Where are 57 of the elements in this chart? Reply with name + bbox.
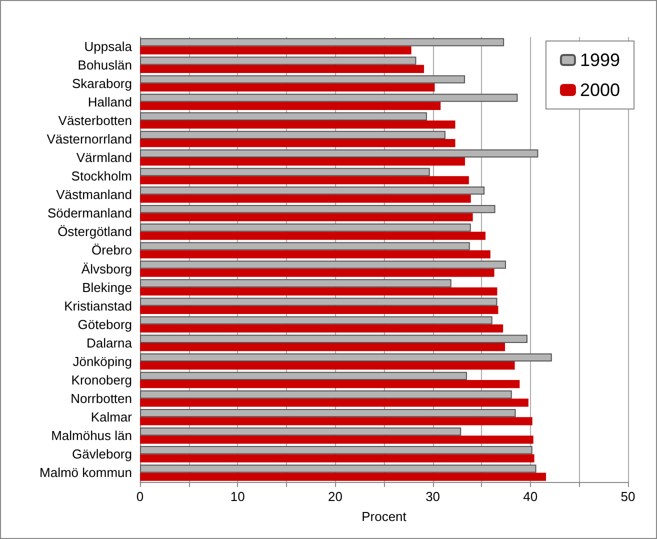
legend-label: 2000 [580, 80, 620, 100]
y-tick-label: Uppsala [84, 38, 133, 54]
y-tick-label: Malmö kommun [40, 465, 132, 480]
y-tick-label: Stockholm [71, 168, 132, 184]
bar [140, 436, 534, 444]
bar [140, 398, 528, 407]
bar [140, 64, 424, 73]
bar [140, 158, 466, 166]
y-tick-label: Örebro [92, 242, 132, 258]
y-tick-label: Kristianstad [64, 298, 132, 314]
y-tick-label: Dalarna [86, 335, 133, 350]
bar [140, 213, 473, 222]
y-tick-label: Gävleborg [72, 446, 132, 462]
y-tick-label: Jönköping [72, 354, 132, 369]
bar [140, 361, 515, 370]
bar [140, 120, 456, 129]
bar [140, 176, 469, 184]
bar [140, 324, 504, 333]
bar [140, 417, 532, 426]
y-tick-label: Södermanland [47, 206, 132, 221]
y-tick-label: Malmöhus län [51, 428, 132, 444]
y-tick-label: Västerbotten [58, 112, 132, 128]
bar [140, 380, 520, 388]
y-tick-label: Västernorrland [46, 131, 132, 146]
bar [140, 342, 506, 352]
x-tick-label: 30 [426, 489, 440, 504]
bar [140, 83, 435, 92]
bar [140, 287, 498, 296]
bar [140, 306, 498, 314]
y-tick-label: Blekinge [82, 280, 132, 295]
y-tick-label: Göteborg [78, 316, 132, 332]
x-tick-label: 20 [328, 489, 342, 504]
y-tick-label: Östergötland [58, 224, 132, 240]
y-tick-label: Bohuslän [78, 57, 132, 72]
y-tick-label: Norrbotten [70, 391, 132, 406]
bar [140, 268, 494, 277]
bar [140, 194, 471, 203]
bar [140, 46, 412, 54]
bar [140, 102, 441, 110]
y-tick-label: Halland [88, 94, 132, 110]
x-tick-label: 0 [136, 489, 144, 504]
bar [140, 250, 490, 258]
y-tick-label: Kronoberg [71, 372, 132, 388]
y-tick-label: Västmanland [56, 187, 132, 202]
legend-label: 1999 [580, 50, 620, 70]
y-tick-label: Värmland [76, 150, 132, 166]
bar [140, 454, 534, 462]
x-axis-title: Procent [362, 509, 407, 524]
bar [140, 232, 486, 240]
bar [140, 138, 456, 148]
y-tick-label: Kalmar [90, 410, 133, 425]
x-tick-label: 40 [523, 489, 538, 504]
bar [140, 472, 546, 481]
x-tick-label: 10 [230, 489, 245, 504]
y-tick-label: Skaraborg [72, 76, 132, 91]
y-tick-label: Älvsborg [81, 261, 132, 276]
x-tick-label: 50 [620, 489, 636, 504]
